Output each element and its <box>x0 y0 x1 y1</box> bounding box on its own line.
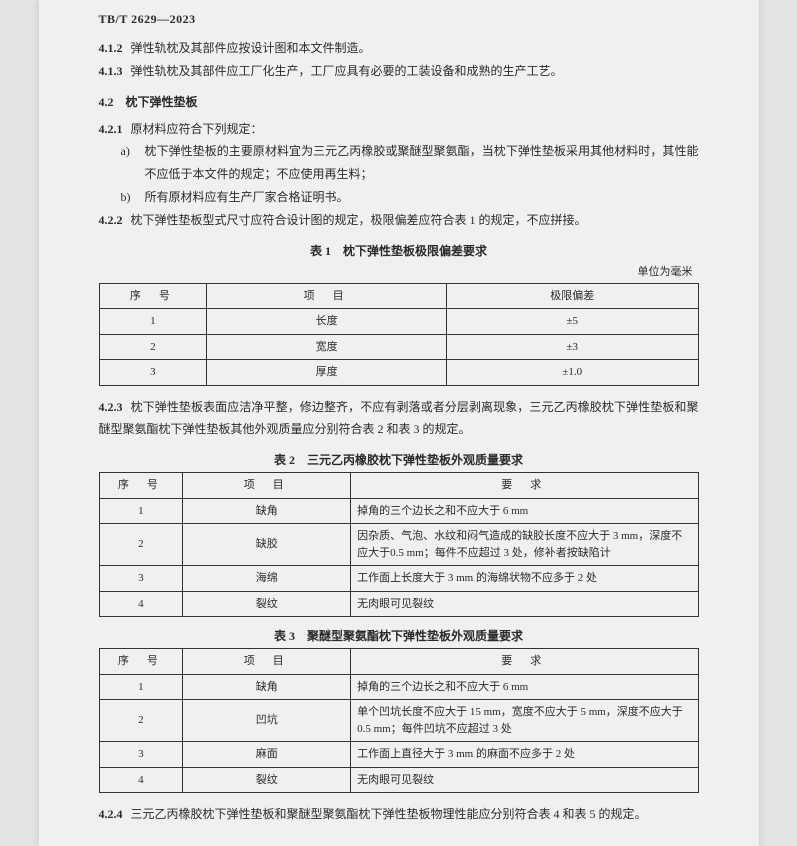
table-row: 2凹坑单个凹坑长度不应大于 15 mm，宽度不应大于 5 mm，深度不应大于 0… <box>99 700 698 742</box>
cell-item: 缺角 <box>183 498 351 524</box>
cell-item: 麻面 <box>183 742 351 768</box>
th-item: 项目 <box>207 283 447 309</box>
cell-item: 缺胶 <box>183 524 351 566</box>
cell-seq: 1 <box>99 674 183 700</box>
cell-req: 掉角的三个边长之和不应大于 6 mm <box>351 674 698 700</box>
clause-num: 4.2.2 <box>99 213 123 227</box>
cell-req: 无肉眼可见裂纹 <box>351 591 698 617</box>
table2-title: 表 2 三元乙丙橡胶枕下弹性垫板外观质量要求 <box>99 451 699 468</box>
clause-4.2.1-list: a) 枕下弹性垫板的主要原材料宜为三元乙丙橡胶或聚醚型聚氨酯，当枕下弹性垫板采用其… <box>99 140 699 208</box>
table2: 序号 项目 要求 1缺角掉角的三个边长之和不应大于 6 mm 2缺胶因杂质、气泡… <box>99 472 699 617</box>
cell-seq: 3 <box>99 566 183 592</box>
table1-title: 表 1 枕下弹性垫板极限偏差要求 <box>99 242 699 259</box>
th-seq: 序号 <box>99 473 183 499</box>
clause-4.1.2: 4.1.2 弹性轨枕及其部件应按设计图和本文件制造。 <box>99 37 699 60</box>
th-req: 要求 <box>351 473 698 499</box>
cell-seq: 4 <box>99 767 183 793</box>
list-marker: a) <box>121 140 130 163</box>
table-row: 1缺角掉角的三个边长之和不应大于 6 mm <box>99 674 698 700</box>
table-row: 3厚度±1.0 <box>99 360 698 386</box>
cell-seq: 3 <box>99 742 183 768</box>
cell-seq: 3 <box>99 360 207 386</box>
cell-seq: 2 <box>99 524 183 566</box>
clause-4.2.3: 4.2.3枕下弹性垫板表面应洁净平整，修边整齐，不应有剥落或者分层剥离现象，三元… <box>99 396 699 442</box>
list-item-a: a)枕下弹性垫板的主要原材料宜为三元乙丙橡胶或聚醚型聚氨酯，当枕下弹性垫板采用其… <box>145 140 699 186</box>
table3: 序号 项目 要求 1缺角掉角的三个边长之和不应大于 6 mm 2凹坑单个凹坑长度… <box>99 648 699 793</box>
document-page: TB/T 2629—2023 4.1.2 弹性轨枕及其部件应按设计图和本文件制造。… <box>39 0 759 846</box>
table-row: 3海绵工作面上长度大于 3 mm 的海绵状物不应多于 2 处 <box>99 566 698 592</box>
cell-req: 掉角的三个边长之和不应大于 6 mm <box>351 498 698 524</box>
table-row: 1缺角掉角的三个边长之和不应大于 6 mm <box>99 498 698 524</box>
clause-num: 4.2.1 <box>99 122 123 136</box>
clause-4.2.1: 4.2.1 原材料应符合下列规定： <box>99 118 699 141</box>
clause-4.2.2: 4.2.2 枕下弹性垫板型式尺寸应符合设计图的规定，极限偏差应符合表 1 的规定，… <box>99 209 699 232</box>
clause-text: 枕下弹性垫板型式尺寸应符合设计图的规定，极限偏差应符合表 1 的规定，不应拼接。 <box>131 213 587 227</box>
cell-seq: 4 <box>99 591 183 617</box>
cell-seq: 1 <box>99 309 207 335</box>
cell-seq: 1 <box>99 498 183 524</box>
table-header-row: 序号 项目 要求 <box>99 473 698 499</box>
th-val: 极限偏差 <box>446 283 698 309</box>
list-text: 枕下弹性垫板的主要原材料宜为三元乙丙橡胶或聚醚型聚氨酯，当枕下弹性垫板采用其他材… <box>145 144 699 181</box>
table1-unit: 单位为毫米 <box>99 263 699 279</box>
cell-item: 宽度 <box>207 334 447 360</box>
table-row: 4裂纹无肉眼可见裂纹 <box>99 591 698 617</box>
th-item: 项目 <box>183 649 351 675</box>
cell-val: ±5 <box>446 309 698 335</box>
cell-req: 无肉眼可见裂纹 <box>351 767 698 793</box>
cell-seq: 2 <box>99 700 183 742</box>
clause-text: 三元乙丙橡胶枕下弹性垫板和聚醚型聚氨酯枕下弹性垫板物理性能应分别符合表 4 和表… <box>131 807 647 821</box>
table-row: 3麻面工作面上直径大于 3 mm 的麻面不应多于 2 处 <box>99 742 698 768</box>
table1: 序号 项目 极限偏差 1长度±5 2宽度±3 3厚度±1.0 <box>99 283 699 386</box>
clause-4.1.3: 4.1.3 弹性轨枕及其部件应工厂化生产，工厂应具有必要的工装设备和成熟的生产工艺… <box>99 60 699 83</box>
list-text: 所有原材料应有生产厂家合格证明书。 <box>145 190 349 204</box>
cell-val: ±1.0 <box>446 360 698 386</box>
clause-4.2.4: 4.2.4 三元乙丙橡胶枕下弹性垫板和聚醚型聚氨酯枕下弹性垫板物理性能应分别符合表… <box>99 803 699 826</box>
table-row: 2缺胶因杂质、气泡、水纹和闷气造成的缺胶长度不应大于 3 mm，深度不应大于0.… <box>99 524 698 566</box>
clause-num: 4.1.2 <box>99 41 123 55</box>
cell-seq: 2 <box>99 334 207 360</box>
cell-item: 缺角 <box>183 674 351 700</box>
cell-item: 海绵 <box>183 566 351 592</box>
table-header-row: 序号 项目 要求 <box>99 649 698 675</box>
list-item-b: b)所有原材料应有生产厂家合格证明书。 <box>145 186 699 209</box>
clause-text: 弹性轨枕及其部件应按设计图和本文件制造。 <box>131 41 371 55</box>
table3-title: 表 3 聚醚型聚氨酯枕下弹性垫板外观质量要求 <box>99 627 699 644</box>
cell-req: 工作面上长度大于 3 mm 的海绵状物不应多于 2 处 <box>351 566 698 592</box>
cell-req: 工作面上直径大于 3 mm 的麻面不应多于 2 处 <box>351 742 698 768</box>
th-seq: 序号 <box>99 649 183 675</box>
cell-req: 因杂质、气泡、水纹和闷气造成的缺胶长度不应大于 3 mm，深度不应大于0.5 m… <box>351 524 698 566</box>
clause-num: 4.2.4 <box>99 807 123 821</box>
table-header-row: 序号 项目 极限偏差 <box>99 283 698 309</box>
section-4.2: 4.2 枕下弹性垫板 <box>99 93 699 110</box>
cell-item: 长度 <box>207 309 447 335</box>
th-req: 要求 <box>351 649 698 675</box>
table-row: 2宽度±3 <box>99 334 698 360</box>
cell-val: ±3 <box>446 334 698 360</box>
clause-num: 4.2.3 <box>99 400 123 414</box>
doc-id: TB/T 2629—2023 <box>99 12 699 27</box>
clause-num: 4.1.3 <box>99 64 123 78</box>
list-marker: b) <box>121 186 131 209</box>
cell-item: 厚度 <box>207 360 447 386</box>
table-row: 4裂纹无肉眼可见裂纹 <box>99 767 698 793</box>
cell-req: 单个凹坑长度不应大于 15 mm，宽度不应大于 5 mm，深度不应大于 0.5 … <box>351 700 698 742</box>
th-item: 项目 <box>183 473 351 499</box>
clause-text: 原材料应符合下列规定： <box>131 122 263 136</box>
clause-text: 弹性轨枕及其部件应工厂化生产，工厂应具有必要的工装设备和成熟的生产工艺。 <box>131 64 563 78</box>
cell-item: 裂纹 <box>183 767 351 793</box>
cell-item: 裂纹 <box>183 591 351 617</box>
th-seq: 序号 <box>99 283 207 309</box>
clause-text: 枕下弹性垫板表面应洁净平整，修边整齐，不应有剥落或者分层剥离现象，三元乙丙橡胶枕… <box>99 400 699 437</box>
table-row: 1长度±5 <box>99 309 698 335</box>
cell-item: 凹坑 <box>183 700 351 742</box>
